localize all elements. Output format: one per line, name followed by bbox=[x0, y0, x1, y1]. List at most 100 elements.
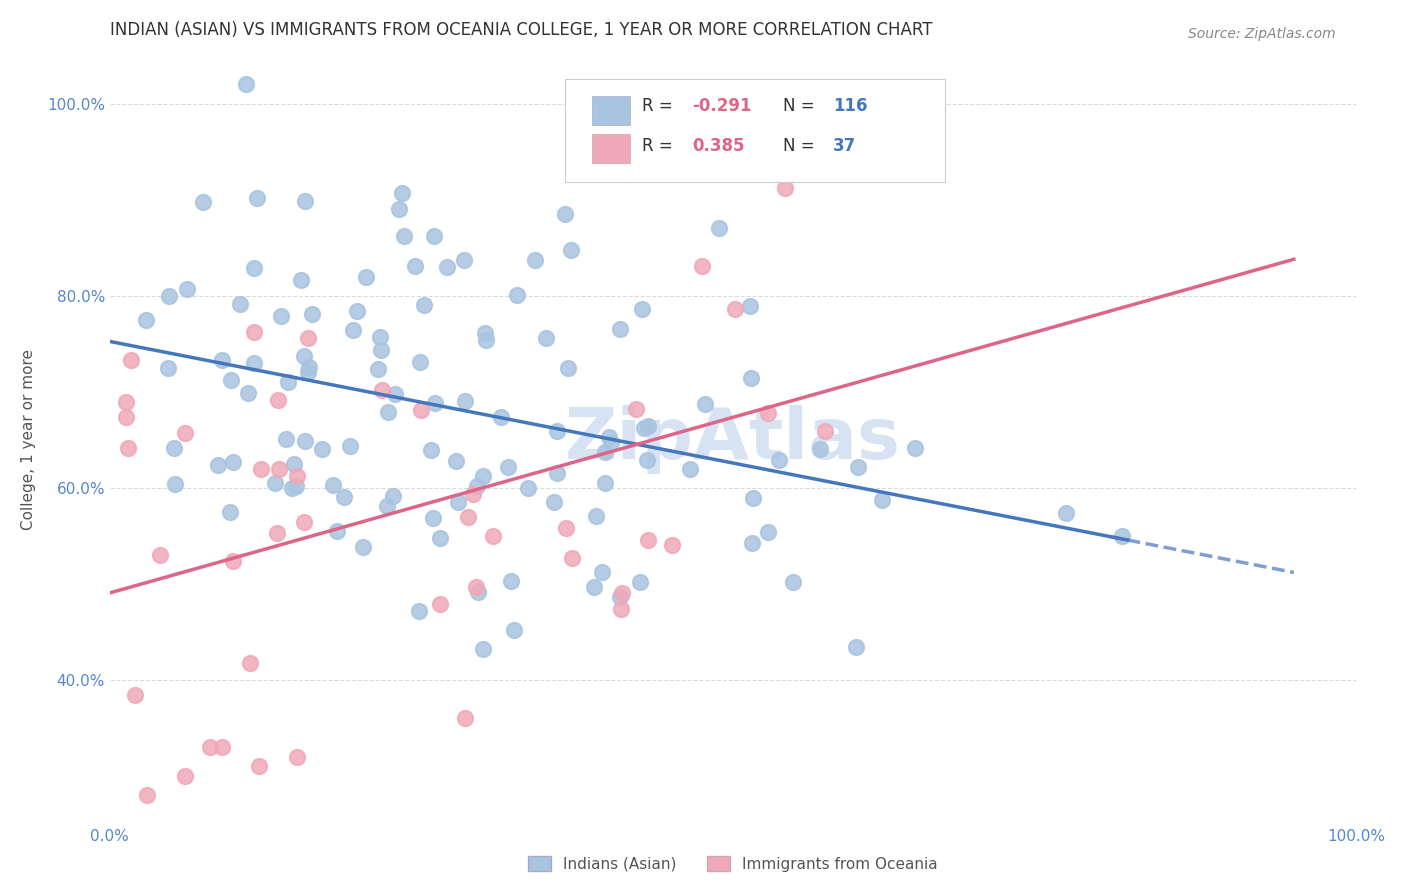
Point bbox=[370, 343, 392, 358]
Point bbox=[298, 359, 321, 374]
Point bbox=[740, 371, 762, 385]
Point bbox=[285, 469, 308, 483]
Point bbox=[465, 580, 488, 594]
Point bbox=[301, 307, 323, 321]
Point bbox=[239, 656, 262, 670]
Point bbox=[384, 387, 406, 401]
Point bbox=[768, 453, 790, 467]
Point bbox=[491, 409, 513, 424]
Point bbox=[637, 418, 659, 433]
Point bbox=[290, 273, 312, 287]
Point bbox=[285, 749, 308, 764]
Text: INDIAN (ASIAN) VS IMMIGRANTS FROM OCEANIA COLLEGE, 1 YEAR OR MORE CORRELATION CH: INDIAN (ASIAN) VS IMMIGRANTS FROM OCEANI… bbox=[110, 21, 932, 39]
Point bbox=[609, 590, 631, 604]
Point bbox=[218, 505, 240, 519]
Point bbox=[342, 323, 364, 337]
Point bbox=[904, 442, 927, 456]
Point bbox=[235, 78, 257, 92]
Point bbox=[294, 194, 316, 208]
Point bbox=[555, 521, 578, 535]
Point bbox=[560, 243, 582, 257]
Point bbox=[408, 604, 430, 618]
Point bbox=[447, 495, 470, 509]
Text: 0.385: 0.385 bbox=[692, 136, 744, 154]
Point bbox=[211, 739, 233, 754]
Point bbox=[381, 490, 404, 504]
Point bbox=[163, 442, 186, 456]
Point bbox=[457, 510, 479, 524]
Point bbox=[693, 397, 716, 411]
Point bbox=[498, 460, 520, 475]
Point bbox=[690, 259, 713, 273]
Point bbox=[517, 481, 540, 495]
Point bbox=[352, 541, 374, 555]
Point bbox=[738, 299, 761, 313]
Point bbox=[377, 405, 399, 419]
Point bbox=[392, 229, 415, 244]
Point bbox=[292, 516, 315, 530]
Point bbox=[411, 403, 433, 417]
Point bbox=[281, 481, 304, 495]
Point bbox=[297, 331, 319, 345]
Point bbox=[599, 435, 621, 450]
Point bbox=[707, 221, 730, 235]
Point bbox=[554, 207, 576, 221]
Point bbox=[322, 477, 344, 491]
Point bbox=[124, 688, 146, 702]
Point bbox=[371, 384, 394, 398]
Point bbox=[149, 548, 172, 562]
Point bbox=[283, 457, 305, 471]
Text: 37: 37 bbox=[832, 136, 856, 154]
Point bbox=[471, 468, 494, 483]
Point bbox=[236, 385, 259, 400]
Point bbox=[243, 355, 266, 369]
Point bbox=[845, 640, 868, 654]
Point bbox=[628, 575, 651, 590]
Point bbox=[506, 288, 529, 302]
Point bbox=[429, 597, 451, 611]
Point bbox=[229, 296, 252, 310]
Point bbox=[546, 424, 568, 438]
Point bbox=[741, 535, 763, 549]
Text: ZipAtlas: ZipAtlas bbox=[565, 405, 901, 475]
Point bbox=[454, 393, 477, 408]
Point bbox=[207, 458, 229, 472]
Point bbox=[115, 410, 138, 425]
Point bbox=[1054, 506, 1077, 520]
Y-axis label: College, 1 year or more: College, 1 year or more bbox=[21, 350, 35, 530]
Point bbox=[117, 442, 139, 456]
Point bbox=[583, 580, 606, 594]
Point bbox=[243, 325, 266, 339]
FancyBboxPatch shape bbox=[565, 78, 945, 183]
Point bbox=[423, 229, 446, 244]
Point bbox=[270, 309, 292, 323]
Point bbox=[561, 551, 583, 566]
Point bbox=[557, 361, 579, 376]
Point bbox=[264, 475, 287, 490]
Point bbox=[219, 373, 242, 387]
Point bbox=[814, 424, 837, 438]
Point bbox=[453, 253, 475, 268]
Point bbox=[1111, 529, 1133, 543]
Text: N =: N = bbox=[783, 136, 820, 154]
Point bbox=[136, 788, 159, 802]
Point bbox=[741, 491, 763, 505]
Point bbox=[250, 461, 273, 475]
Point bbox=[585, 509, 607, 524]
Point bbox=[246, 191, 269, 205]
Point bbox=[354, 270, 377, 285]
Point bbox=[803, 165, 825, 179]
Point bbox=[598, 430, 620, 444]
Point bbox=[782, 574, 804, 589]
Point bbox=[176, 282, 198, 296]
Bar bbox=[592, 134, 630, 163]
Point bbox=[388, 202, 411, 216]
Point bbox=[546, 467, 568, 481]
Point bbox=[173, 769, 195, 783]
Point bbox=[404, 259, 426, 273]
Point bbox=[277, 375, 299, 389]
Point bbox=[624, 402, 647, 417]
Point bbox=[266, 393, 288, 408]
Point bbox=[346, 304, 368, 318]
Point bbox=[773, 181, 796, 195]
